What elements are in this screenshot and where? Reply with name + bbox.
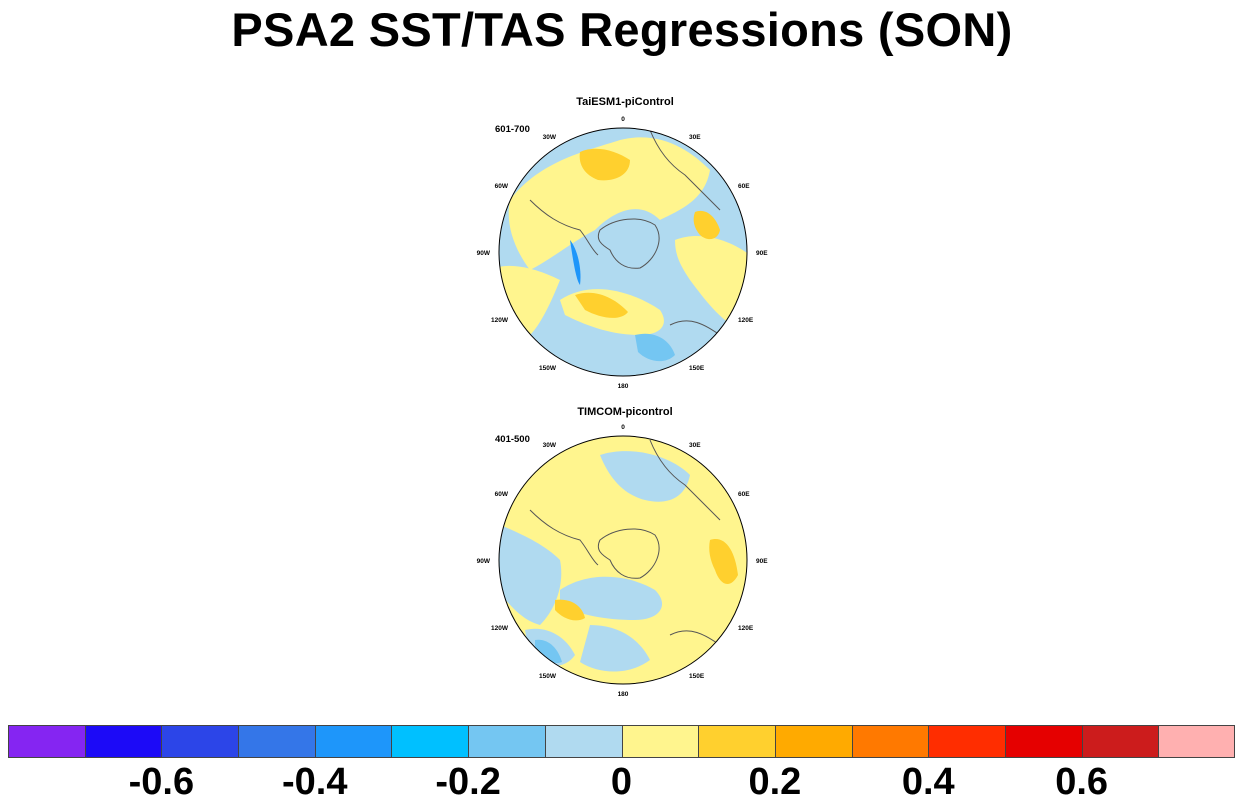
polar-map-bottom: 0 30E 60E 90E 120E 150E 180 150W 120W 90…: [477, 424, 769, 698]
lon-label-90e: 90E: [756, 250, 768, 257]
map-boundary: [498, 127, 748, 377]
antarctica-coastline: [597, 528, 660, 579]
map-panel-bottom: TIMCOM-picontrol 401-500 0 30E 60E 90E 1…: [470, 400, 780, 705]
lon-label-90w: 90W: [477, 250, 491, 257]
colorbar-tick-label: -0.6: [128, 761, 195, 803]
colorbar-swatch: [928, 725, 1006, 758]
colorbar-swatch: [851, 725, 930, 758]
negative-anomaly-region: [600, 451, 690, 502]
colorbar-swatch: [698, 725, 776, 758]
colorbar-swatch: [621, 725, 700, 758]
lon-label-0: 0: [621, 424, 625, 431]
africa-coastline: [649, 439, 721, 521]
map-boundary: [498, 435, 748, 685]
lon-label-60e: 60E: [738, 491, 750, 498]
colorbar-swatch: [1158, 725, 1235, 758]
lon-label-120e: 120E: [738, 317, 754, 324]
positive-anomaly-region: [508, 137, 710, 270]
africa-coastline: [649, 129, 721, 211]
strong-positive-region: [575, 292, 628, 318]
negative-anomaly-region: [570, 240, 581, 285]
positive-anomaly-region: [499, 265, 560, 335]
lon-label-90e: 90E: [756, 558, 768, 565]
polar-map-top: 0 30E 60E 90E 120E 150E 180 150W 120W 90…: [477, 116, 769, 390]
lon-label-30e: 30E: [689, 442, 701, 449]
colorbar: [8, 725, 1235, 760]
colorbar-swatch: [1081, 725, 1160, 758]
lon-label-30e: 30E: [689, 134, 701, 141]
lon-label-60w: 60W: [495, 491, 509, 498]
negative-anomaly-region: [580, 625, 650, 672]
lon-label-60e: 60E: [738, 183, 750, 190]
strong-positive-region: [693, 210, 720, 240]
panel-period-top: 601-700: [495, 124, 530, 135]
strong-positive-region: [709, 539, 738, 585]
negative-anomaly-region: [499, 520, 562, 625]
colorbar-swatch: [544, 725, 623, 758]
colorbar-tick-label: -0.4: [282, 761, 348, 803]
strong-positive-region: [555, 599, 585, 621]
negative-anomaly-region: [635, 333, 675, 362]
colorbar-swatch: [8, 725, 86, 758]
panel-title-bottom: TIMCOM-picontrol: [577, 406, 673, 418]
lon-label-0: 0: [621, 116, 625, 123]
colorbar-tick-label: 0: [610, 761, 633, 803]
colorbar-tick-label: 0.4: [901, 761, 955, 803]
south-america-coastline: [529, 509, 599, 566]
negative-anomaly-region: [560, 576, 663, 620]
antarctica-coastline: [597, 218, 660, 269]
page-title: PSA2 SST/TAS Regressions (SON): [231, 3, 1013, 56]
colorbar-swatch: [1004, 725, 1083, 758]
lon-label-150e: 150E: [689, 673, 705, 680]
lon-label-120w: 120W: [491, 625, 509, 632]
lon-label-150w: 150W: [539, 673, 557, 680]
lon-label-150e: 150E: [689, 365, 705, 372]
colorbar-tick-label: 0.2: [748, 761, 802, 803]
south-america-coastline: [529, 199, 599, 256]
lon-label-180: 180: [618, 383, 629, 390]
panel-title-top: TaiESM1-piControl: [576, 96, 674, 108]
colorbar-swatch: [774, 725, 853, 758]
colorbar-swatch: [161, 725, 240, 758]
colorbar-tick-label: 0.6: [1055, 761, 1109, 803]
map-panel-top: TaiESM1-piControl 601-700 0 30E 60E 90E …: [470, 90, 780, 395]
lon-label-120e: 120E: [738, 625, 754, 632]
lon-label-60w: 60W: [495, 183, 509, 190]
colorbar-swatch: [391, 725, 470, 758]
lon-label-120w: 120W: [491, 317, 509, 324]
positive-anomaly-region: [675, 235, 747, 330]
lon-label-150w: 150W: [539, 365, 557, 372]
lon-label-30w: 30W: [543, 134, 557, 141]
colorbar-swatch: [84, 725, 163, 758]
lon-label-180: 180: [618, 691, 629, 698]
panel-period-bottom: 401-500: [495, 434, 530, 445]
colorbar-swatch: [314, 725, 393, 758]
colorbar-tick-label: -0.2: [435, 761, 501, 803]
lon-label-90w: 90W: [477, 558, 491, 565]
lon-label-30w: 30W: [543, 442, 557, 449]
strong-positive-region: [579, 148, 630, 181]
colorbar-swatch: [468, 725, 546, 758]
colorbar-swatch: [238, 725, 316, 758]
